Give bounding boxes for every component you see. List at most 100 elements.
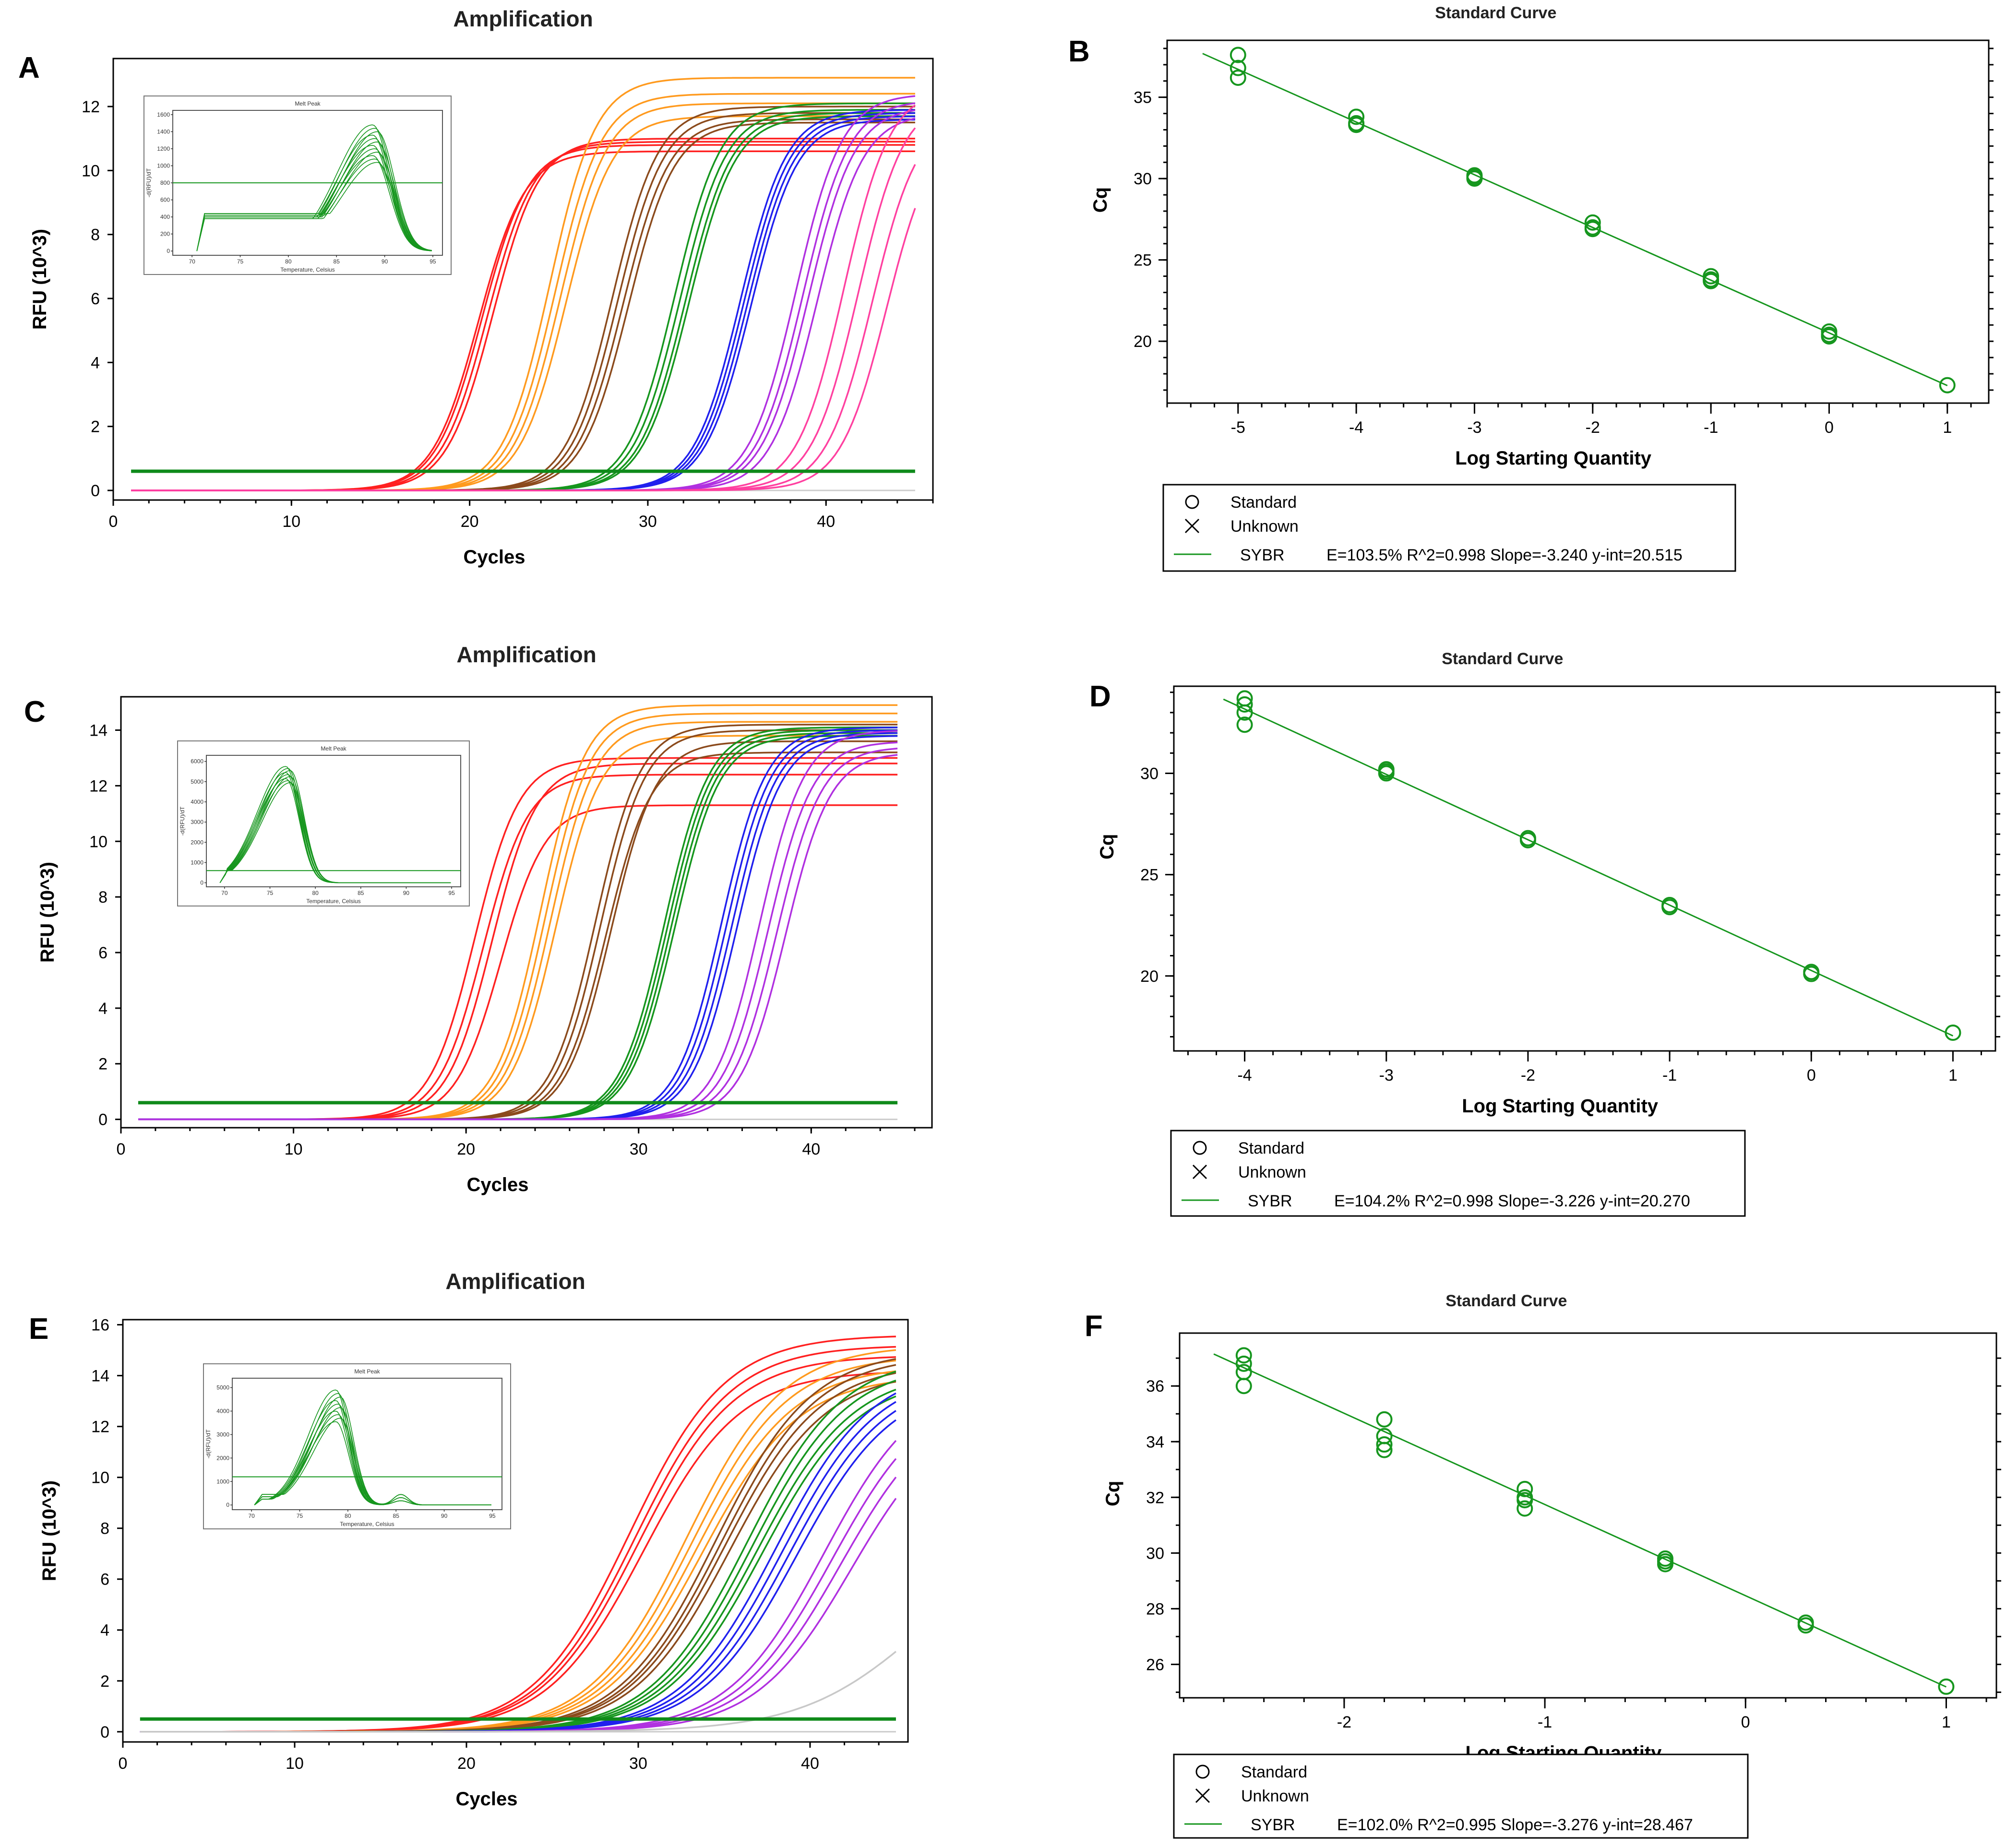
inset-y-tick-label-e: 4000	[216, 1408, 229, 1415]
inset-x-tick-label-c: 95	[448, 890, 455, 896]
chart-title-c: Amplification	[456, 642, 596, 667]
legend-dye-label-d: SYBR	[1248, 1192, 1292, 1210]
x-tick-label-c: 30	[630, 1140, 648, 1158]
y-tick-label-c: 8	[98, 888, 107, 906]
standard-point-b	[1821, 328, 1838, 345]
y-tick-label-a: 8	[91, 226, 100, 244]
inset-y-tick-label-c: 4000	[191, 799, 203, 805]
legend-unknown-label-d: Unknown	[1238, 1163, 1306, 1181]
inset-x-tick-label-c: 85	[358, 890, 364, 896]
y-tick-label-c: 4	[98, 1000, 107, 1018]
legend-dye-label-b: SYBR	[1240, 546, 1285, 564]
inset-x-tick-label-c: 80	[312, 890, 319, 896]
standard-point-b	[1466, 170, 1483, 187]
inset-x-axis-title-c: Temperature, Celsius	[306, 898, 360, 905]
legend-standard-marker-d	[1193, 1141, 1207, 1155]
plot-area-d	[1173, 685, 1996, 1052]
x-tick-label-a: 40	[817, 513, 835, 531]
standard-point-d	[1661, 899, 1678, 916]
legend-box-f	[1173, 1753, 1749, 1839]
inset-x-tick-label-a: 95	[430, 258, 436, 265]
y-tick-label-e: 6	[100, 1571, 109, 1589]
y-tick-label-a: 10	[82, 162, 100, 180]
x-axis-title-e: Cycles	[456, 1788, 518, 1810]
legend-standard-label-b: Standard	[1230, 493, 1297, 512]
y-tick-label-b: 35	[1134, 89, 1152, 107]
y-tick-label-b: 25	[1134, 251, 1152, 270]
y-axis-title-e: RFU (10^3)	[39, 1480, 60, 1581]
y-tick-label-d: 30	[1140, 765, 1158, 783]
inset-y-tick-label-c: 5000	[191, 778, 203, 785]
x-tick-label-d: 0	[1807, 1066, 1816, 1085]
y-tick-label-e: 12	[91, 1418, 109, 1436]
inset-title-e: Melt Peak	[354, 1368, 380, 1375]
inset-y-tick-label-a: 0	[167, 248, 170, 254]
chart-title-a: Amplification	[453, 6, 593, 31]
standard-point-b	[1584, 221, 1601, 238]
standard-point-f	[1235, 1378, 1252, 1395]
amplification-trace-c	[138, 754, 898, 1121]
inset-y-tick-label-a: 400	[160, 214, 170, 220]
inset-y-tick-label-c: 6000	[191, 758, 203, 765]
inset-y-axis-title-a: -d(RFU)/dT	[145, 168, 152, 197]
x-tick-label-c: 20	[457, 1140, 475, 1158]
standard-curve-chart-d: Standard Curve -4 -3 -2 -1 0 1 20 25 30 Log Starti…	[1097, 650, 2000, 1217]
legend-unknown-label-b: Unknown	[1230, 517, 1299, 536]
chart-title-d: Standard Curve	[1442, 650, 1563, 668]
x-tick-label-f: -2	[1337, 1713, 1351, 1731]
inset-plot-area-c	[206, 755, 461, 887]
standard-point-f	[1516, 1500, 1533, 1517]
y-tick-label-f: 32	[1146, 1489, 1164, 1507]
standard-point-b	[1348, 117, 1365, 133]
x-tick-label-d: 1	[1948, 1066, 1958, 1085]
legend-unknown-marker-b	[1184, 518, 1200, 534]
x-tick-label-e: 20	[457, 1754, 476, 1773]
standard-point-d	[1945, 1025, 1961, 1041]
standard-point-f	[1516, 1480, 1533, 1497]
inset-x-tick-label-c: 90	[403, 890, 410, 896]
y-tick-label-e: 2	[100, 1672, 109, 1691]
y-tick-label-f: 34	[1146, 1433, 1164, 1451]
standard-point-f	[1797, 1617, 1814, 1634]
inset-y-tick-label-a: 600	[160, 197, 170, 203]
inset-x-axis-title-a: Temperature, Celsius	[280, 266, 334, 273]
chart-title-f: Standard Curve	[1445, 1292, 1567, 1310]
melt-curve-a	[196, 155, 432, 251]
legend-stats-d: E=104.2% R^2=0.998 Slope=-3.226 y-int=20…	[1334, 1192, 1690, 1210]
standard-point-d	[1236, 696, 1253, 713]
inset-y-axis-title-e: -d(RFU)/dT	[205, 1429, 212, 1458]
inset-y-tick-label-c: 1000	[191, 859, 203, 866]
x-tick-label-f: 0	[1741, 1713, 1750, 1731]
legend-dye-label-f: SYBR	[1251, 1816, 1295, 1834]
x-tick-label-b: -4	[1349, 418, 1363, 437]
y-tick-label-b: 30	[1134, 170, 1152, 188]
inset-x-tick-label-e: 75	[297, 1513, 303, 1519]
inset-title-c: Melt Peak	[321, 745, 346, 752]
inset-y-tick-label-a: 800	[160, 179, 170, 186]
standard-curve-chart-b: Standard Curve -5 -4 -3 -2 -1 0 1 20 25 30 35 Log St…	[1090, 4, 1994, 572]
inset-x-tick-label-a: 80	[285, 258, 292, 265]
y-tick-label-f: 36	[1146, 1377, 1164, 1395]
standard-point-b	[1348, 108, 1365, 125]
x-tick-label-a: 20	[461, 513, 479, 531]
fit-line-d	[1223, 698, 1954, 1037]
standard-point-d	[1519, 832, 1536, 848]
chart-title-e: Amplification	[445, 1269, 585, 1294]
y-tick-label-e: 14	[91, 1367, 109, 1385]
inset-x-tick-label-e: 90	[441, 1513, 448, 1519]
y-tick-label-c: 10	[89, 833, 107, 851]
standard-point-f	[1376, 1436, 1393, 1453]
x-tick-label-e: 0	[119, 1754, 128, 1773]
standard-point-b	[1230, 47, 1246, 63]
y-axis-title-f: Cq	[1102, 1481, 1123, 1506]
x-tick-label-f: 1	[1942, 1713, 1951, 1731]
inset-y-axis-title-c: -d(RFU)/dT	[179, 806, 186, 835]
inset-x-tick-label-c: 70	[221, 890, 228, 896]
legend-unknown-label-f: Unknown	[1241, 1787, 1309, 1805]
x-tick-label-b: -3	[1467, 418, 1481, 437]
inset-x-tick-label-a: 90	[382, 258, 388, 265]
melt-curve-c	[219, 782, 451, 883]
amplification-chart-c: Amplification 0 10 20 30 40 0 2 4 6 8 10 12 14 Cycles R…	[37, 642, 933, 1195]
panel-letter-a: A	[18, 51, 40, 84]
